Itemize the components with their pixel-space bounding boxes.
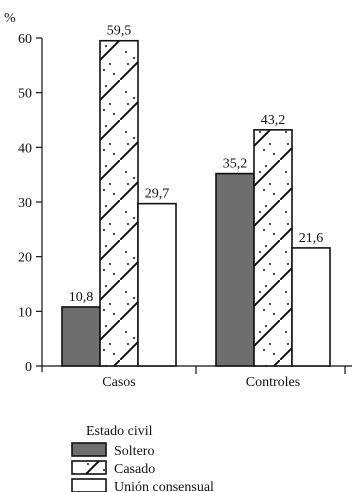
bar-unión-consensual-casos — [137, 202, 177, 367]
bar-unión-consensual-controles — [291, 247, 331, 367]
data-label: 43,2 — [261, 113, 286, 128]
legend-swatch-casado — [71, 460, 107, 475]
data-label: 21,6 — [299, 231, 324, 246]
data-label: 35,2 — [223, 157, 248, 172]
y-tick-label: 10 — [18, 305, 32, 320]
y-unit-label: % — [4, 11, 16, 26]
y-tick-label: 40 — [18, 141, 32, 156]
legend-swatch-soltero — [71, 442, 107, 457]
legend-title: Estado civil — [86, 424, 153, 439]
y-tick-label: 0 — [25, 360, 32, 375]
data-label: 59,5 — [107, 24, 132, 39]
category-label-controles: Controles — [246, 375, 300, 390]
legend-label: Casado — [114, 462, 155, 477]
data-label: 29,7 — [145, 187, 170, 202]
legend-label: Soltero — [114, 444, 154, 459]
y-tick-label: 20 — [18, 251, 32, 266]
bar-soltero-casos — [61, 306, 101, 367]
data-label: 10,8 — [69, 290, 94, 305]
bar-soltero-controles — [215, 172, 255, 367]
y-tick-label: 60 — [18, 32, 32, 47]
category-label-casos: Casos — [102, 375, 135, 390]
legend-label: Unión consensual — [114, 480, 214, 492]
bar-casado-casos — [99, 39, 139, 367]
y-tick-label: 50 — [18, 87, 32, 102]
bar-casado-controles — [253, 129, 293, 367]
y-tick-label: 30 — [18, 196, 32, 211]
legend-swatch-unión-consensual — [71, 478, 107, 492]
legend: Estado civil Soltero Casado Unión consensu… — [71, 424, 214, 492]
